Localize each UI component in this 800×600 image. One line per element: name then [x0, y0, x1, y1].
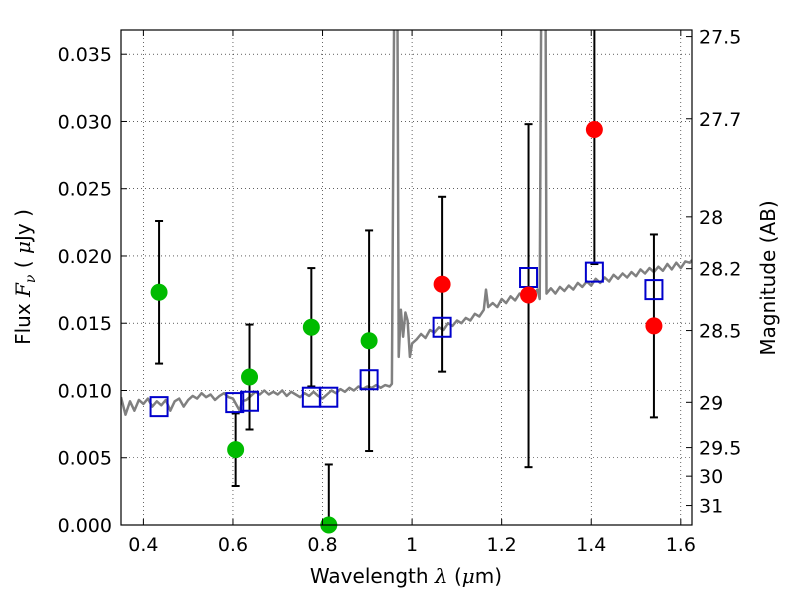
x-tick-label: 0.8	[307, 534, 337, 556]
model-square-marker	[584, 261, 604, 283]
x-label-unit: m)	[475, 564, 502, 588]
x-label-lambda: λ	[434, 564, 448, 588]
magnitude-tick-label: 28.2	[699, 259, 741, 281]
magnitude-tick-label: 27.7	[699, 109, 741, 131]
y-label-mu: μ	[11, 241, 35, 254]
model-square-marker	[644, 279, 664, 301]
x-tick-label: 1.2	[487, 534, 517, 556]
magnitude-tick-label: 31	[699, 496, 723, 518]
x-tick-label: 1	[406, 534, 418, 556]
nir-flux-marker	[520, 286, 538, 304]
x-tick-label: 1.6	[666, 534, 696, 556]
y-axis-label: Flux Fν ( μJy )	[11, 209, 39, 345]
ticks: 0.4 0.6 0.8 1 1.2 1.4 1.6 0.000 0.005 0.010 0.015 0…	[58, 27, 742, 556]
y-tick-label: 0.000	[58, 515, 112, 537]
model-square-marker	[225, 392, 245, 414]
model-square-marker	[149, 396, 169, 418]
y-label-f: F	[11, 282, 35, 298]
y-tick-label: 0.020	[58, 246, 112, 268]
x-axis-label: Wavelength λ (μm)	[310, 564, 502, 588]
nir-flux-marker	[433, 275, 451, 293]
y-tick-label: 0.005	[58, 448, 112, 470]
model-square-marker	[319, 386, 339, 408]
optical-flux-marker	[360, 332, 378, 350]
model-square-marker	[240, 390, 260, 412]
model-square-marker	[359, 369, 379, 391]
y-label-unit: Jy )	[11, 209, 35, 243]
optical-flux-marker	[227, 441, 245, 459]
plot-background	[121, 30, 692, 525]
y2-axis-label: Magnitude (AB)	[756, 200, 780, 355]
spectrum-line	[121, 30, 692, 416]
x-label-paren: (	[448, 564, 462, 588]
x-tick-label: 1.4	[576, 534, 606, 556]
optical-flux-marker	[302, 318, 320, 336]
magnitude-tick-label: 28	[699, 207, 723, 229]
model-square-marker	[432, 316, 452, 338]
magnitude-tick-label: 28.5	[699, 321, 741, 343]
x-tick-label: 0.4	[128, 534, 158, 556]
y-label-paren: (	[11, 254, 35, 275]
magnitude-tick-label: 29	[699, 392, 723, 414]
y-tick-label: 0.015	[58, 313, 112, 335]
x-tick-label: 0.6	[218, 534, 248, 556]
markers	[149, 121, 664, 534]
y-tick-label: 0.030	[58, 111, 112, 133]
magnitude-tick-label: 27.5	[699, 27, 741, 49]
magnitude-tick-label: 29.5	[699, 438, 741, 460]
x-label-mu: μ	[462, 564, 475, 588]
y-tick-label: 0.035	[58, 44, 112, 66]
nir-flux-marker	[585, 121, 603, 139]
plot-area	[121, 30, 692, 416]
y-tick-label: 0.025	[58, 179, 112, 201]
magnitude-tick-label: 30	[699, 466, 723, 488]
plot-frame	[120, 29, 693, 526]
optical-flux-marker	[241, 368, 259, 386]
y-label-pre: Flux	[11, 297, 35, 345]
optical-flux-marker	[150, 283, 168, 301]
nir-flux-marker	[645, 317, 663, 335]
y-label-nu: ν	[23, 274, 39, 283]
x-label-pre: Wavelength	[310, 564, 435, 588]
y-tick-label: 0.010	[58, 380, 112, 402]
